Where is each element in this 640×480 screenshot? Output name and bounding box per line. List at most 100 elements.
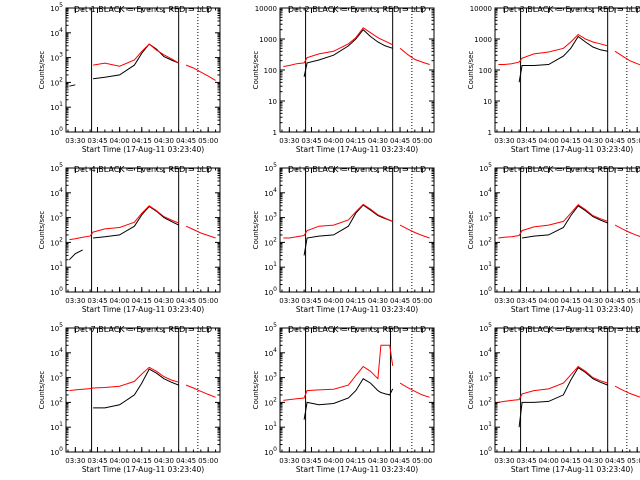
- x-tick-label: 04:30: [154, 457, 174, 465]
- y-tick-label: 104: [50, 27, 63, 38]
- x-axis-label: Start Time (17-Aug-11 03:23:40): [296, 465, 418, 474]
- y-axis-label: Counts/sec: [252, 371, 260, 410]
- x-tick-label: 03:30: [65, 137, 85, 145]
- x-tick-label: 04:15: [561, 457, 581, 465]
- series-lld-line: [93, 43, 179, 67]
- x-axis-label: Start Time (17-Aug-11 03:23:40): [82, 465, 204, 474]
- series-events-line: [93, 205, 179, 239]
- series-lld-line: [283, 344, 394, 401]
- x-tick-label: 03:45: [87, 297, 107, 305]
- chart-title: Det 2 BLACK = Events, RED = LLD: [288, 5, 426, 14]
- series-lld-line: [399, 224, 430, 239]
- series-lld-line: [185, 225, 216, 239]
- x-tick-label: 04:00: [110, 137, 130, 145]
- x-tick-label: 05:00: [412, 297, 432, 305]
- x-tick-label: 04:00: [324, 297, 344, 305]
- y-tick-label: 102: [50, 236, 63, 247]
- plot-frame: [494, 7, 640, 133]
- series-lld-line: [498, 204, 608, 239]
- x-tick-label: 04:15: [561, 137, 581, 145]
- x-tick-label: 04:45: [605, 297, 625, 305]
- x-tick-label: 04:45: [390, 137, 410, 145]
- x-tick-label: 03:30: [494, 297, 514, 305]
- chart-title: Det 5 BLACK = Events, RED = LLD: [288, 165, 426, 174]
- y-tick-label: 105: [50, 322, 63, 333]
- y-tick-label: 102: [479, 236, 492, 247]
- x-tick-label: 04:30: [368, 137, 388, 145]
- x-tick-label: 04:45: [176, 457, 196, 465]
- y-tick-label: 100: [479, 67, 492, 75]
- y-axis-label: Counts/sec: [467, 371, 475, 410]
- x-tick-label: 04:30: [583, 457, 603, 465]
- chart-title: Det 9 BLACK = Events, RED = LLD: [503, 325, 640, 334]
- y-tick-label: 102: [50, 396, 63, 407]
- y-tick-label: 102: [50, 76, 63, 87]
- y-tick-label: 103: [50, 52, 63, 63]
- chart-title: Det 7 BLACK = Events, RED = LLD: [74, 325, 212, 334]
- y-tick-label: 10: [268, 98, 277, 106]
- y-tick-label: 104: [264, 187, 277, 198]
- series-lld-line: [69, 205, 179, 241]
- x-tick-label: 04:45: [390, 297, 410, 305]
- x-tick-label: 05:00: [412, 457, 432, 465]
- y-tick-label: 104: [50, 187, 63, 198]
- x-tick-label: 03:45: [301, 457, 321, 465]
- x-tick-label: 03:45: [516, 137, 536, 145]
- y-axis-label: Counts/sec: [467, 211, 475, 250]
- y-tick-label: 104: [479, 187, 492, 198]
- y-tick-label: 104: [479, 347, 492, 358]
- series-lld-line: [614, 224, 640, 237]
- y-tick-label: 103: [50, 372, 63, 383]
- series-lld-line: [185, 384, 216, 398]
- x-tick-label: 04:45: [390, 457, 410, 465]
- series-events-line: [93, 43, 179, 80]
- y-tick-label: 10000: [255, 5, 277, 13]
- x-tick-label: 04:00: [539, 457, 559, 465]
- y-axis-label: Counts/sec: [38, 371, 46, 410]
- plot-frame: [65, 327, 221, 453]
- x-axis-label: Start Time (17-Aug-11 03:23:40): [511, 465, 633, 474]
- y-tick-label: 101: [479, 421, 492, 432]
- x-tick-label: 05:00: [198, 297, 218, 305]
- x-tick-label: 03:45: [301, 297, 321, 305]
- x-tick-label: 04:15: [346, 297, 366, 305]
- x-tick-label: 04:15: [132, 137, 152, 145]
- x-tick-label: 04:00: [110, 297, 130, 305]
- y-tick-label: 10: [483, 98, 492, 106]
- chart-title: Det 8 BLACK = Events, RED = LLD: [288, 325, 426, 334]
- series-events-line: [303, 378, 394, 420]
- x-tick-label: 04:00: [539, 297, 559, 305]
- x-tick-label: 03:30: [279, 137, 299, 145]
- y-tick-label: 1000: [474, 36, 492, 44]
- x-tick-label: 04:30: [583, 297, 603, 305]
- x-tick-label: 03:30: [494, 457, 514, 465]
- x-tick-label: 03:30: [65, 457, 85, 465]
- y-tick-label: 102: [479, 396, 492, 407]
- chart-title: Det 3 BLACK = Events, RED = LLD: [503, 5, 640, 14]
- y-tick-label: 103: [479, 372, 492, 383]
- chart-panel-3: 1 10 100 1000 10000 03:30 03:45 04:00 04:15 04:30…: [467, 5, 640, 154]
- x-tick-label: 04:45: [605, 137, 625, 145]
- series-lld-line: [498, 365, 608, 403]
- chart-panel-2: 1 10 100 1000 10000 03:30 03:45 04:00 04:15 04:30…: [252, 5, 435, 154]
- y-tick-label: 102: [264, 396, 277, 407]
- y-tick-label: 105: [50, 162, 63, 173]
- series-lld-line: [498, 33, 608, 65]
- y-tick-label: 100: [264, 67, 277, 75]
- x-axis-label: Start Time (17-Aug-11 03:23:40): [82, 305, 204, 314]
- x-axis-label: Start Time (17-Aug-11 03:23:40): [296, 305, 418, 314]
- series-events-line: [303, 28, 393, 78]
- y-tick-label: 101: [479, 261, 492, 272]
- series-lld-line: [614, 385, 640, 398]
- y-tick-label: 100: [50, 446, 63, 457]
- y-tick-label: 100: [50, 126, 63, 137]
- series-lld-line: [185, 64, 216, 81]
- series-events-line: [69, 249, 83, 261]
- y-tick-label: 104: [50, 347, 63, 358]
- series-lld-line: [399, 47, 430, 65]
- x-tick-label: 03:45: [516, 297, 536, 305]
- y-tick-label: 101: [50, 101, 63, 112]
